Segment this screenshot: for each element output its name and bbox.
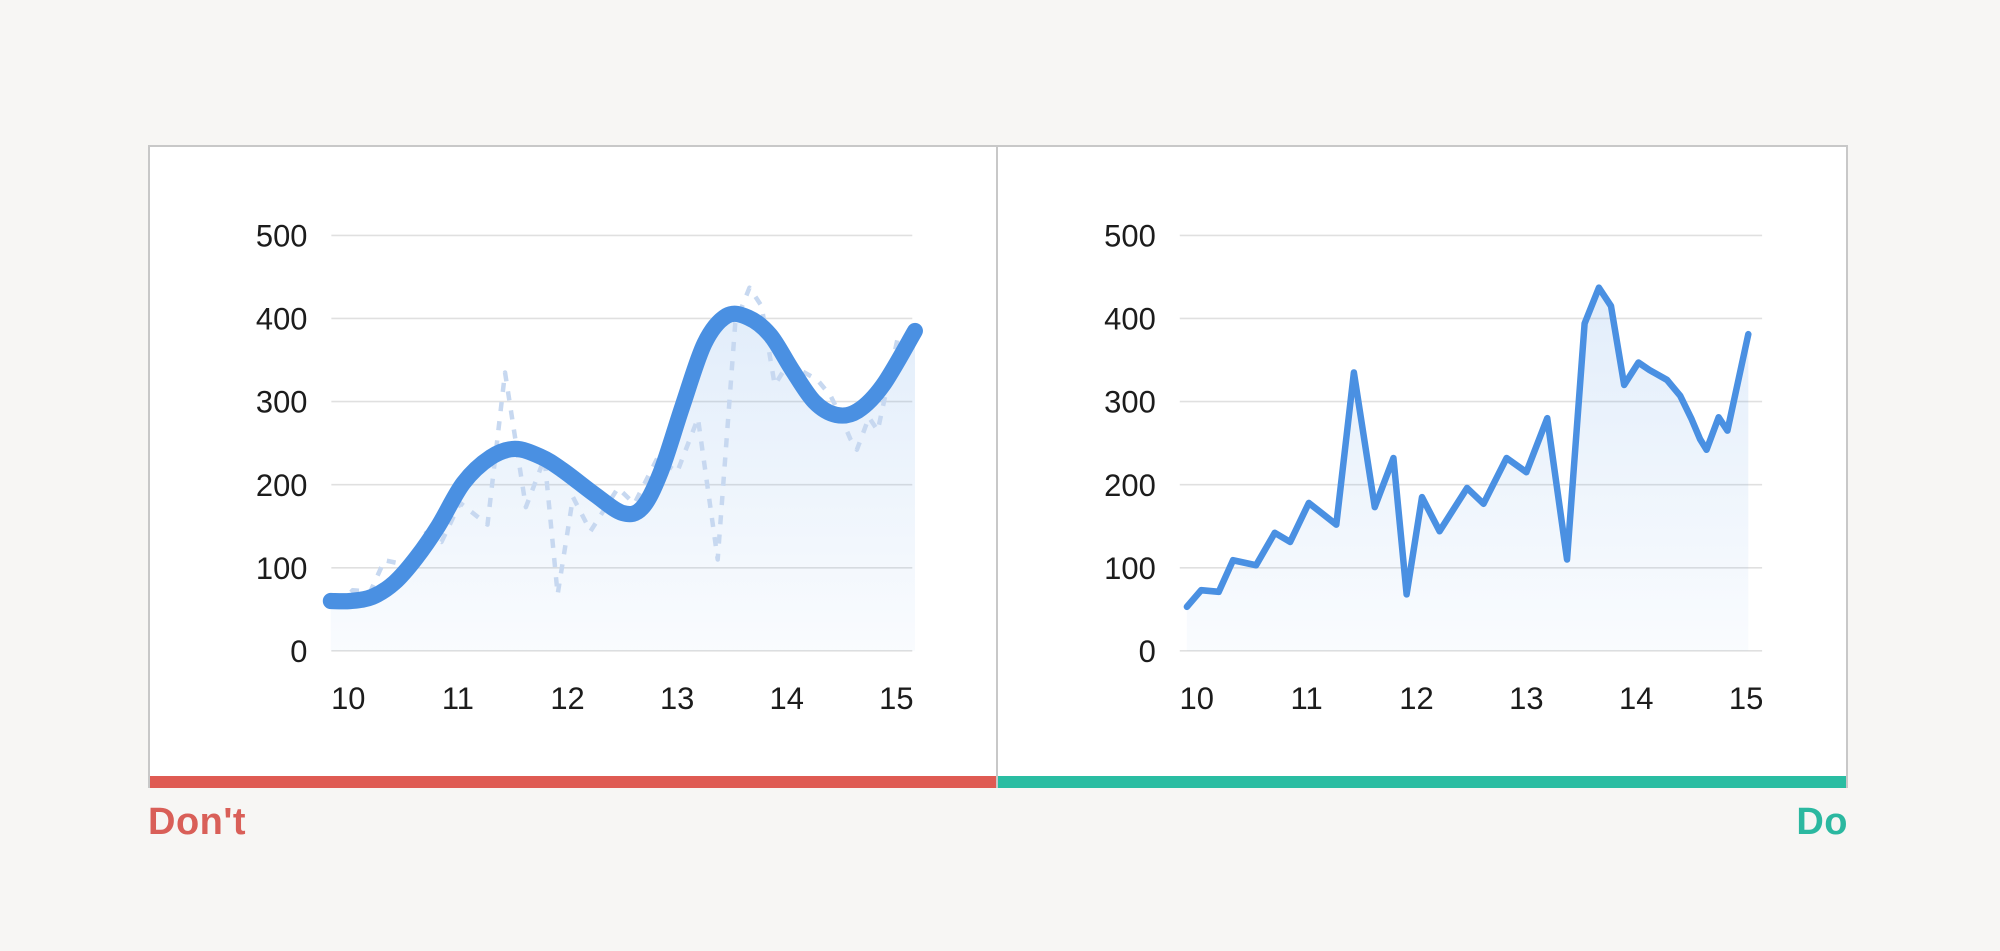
y-tick-label-500: 500 [1104, 218, 1156, 253]
y-tick-label-500: 500 [256, 218, 308, 253]
do-label: Do [1796, 801, 1848, 843]
x-tick-label-11: 11 [442, 680, 474, 715]
over-smoothed-trend-line [322, 305, 923, 610]
x-tick-label-13: 13 [660, 680, 694, 715]
x-tick-label-15: 15 [1729, 681, 1763, 716]
y-tick-label-100: 100 [1104, 551, 1156, 586]
x-tick-label-14: 14 [1619, 681, 1653, 716]
dont-accent-bar [150, 776, 996, 788]
do-chart-panel: 0 100 200 300 400 500 10 11 12 13 14 15 [998, 147, 1846, 788]
dont-label: Don't [148, 801, 247, 843]
y-tick-label-200: 200 [256, 468, 308, 503]
x-tick-label-10: 10 [331, 680, 365, 715]
x-tick-label-13: 13 [1509, 681, 1543, 716]
do-line-chart: 0 100 200 300 400 500 10 11 12 13 14 15 [1104, 218, 1763, 716]
y-tick-label-0: 0 [1139, 634, 1156, 669]
x-tick-label-14: 14 [770, 680, 804, 715]
y-tick-label-0: 0 [290, 634, 307, 669]
x-tick-label-12: 12 [550, 680, 584, 715]
comparison-card: 0 100 200 300 400 500 10 11 12 13 14 15 0 100 200 300 4… [148, 145, 1848, 788]
caption-row: Don't Do [148, 801, 1848, 843]
x-tick-label-15: 15 [879, 680, 913, 715]
actual-values-area [1186, 287, 1749, 651]
x-tick-label-12: 12 [1399, 681, 1433, 716]
x-tick-label-10: 10 [1180, 681, 1214, 716]
y-tick-label-400: 400 [256, 301, 308, 336]
y-tick-label-200: 200 [1104, 468, 1156, 503]
do-accent-bar [998, 776, 1846, 788]
dont-line-chart: 0 100 200 300 400 500 10 11 12 13 14 15 [256, 218, 923, 716]
over-smoothed-trend-area [330, 313, 915, 651]
x-tick-label-11: 11 [1291, 681, 1323, 716]
y-tick-label-100: 100 [256, 551, 308, 586]
actual-values-dashed-line [336, 285, 901, 609]
y-tick-label-400: 400 [1104, 301, 1156, 336]
y-tick-label-300: 300 [1104, 385, 1156, 420]
y-tick-label-300: 300 [256, 384, 308, 419]
dont-chart-panel: 0 100 200 300 400 500 10 11 12 13 14 15 [150, 147, 998, 788]
actual-values-line [1183, 284, 1752, 611]
